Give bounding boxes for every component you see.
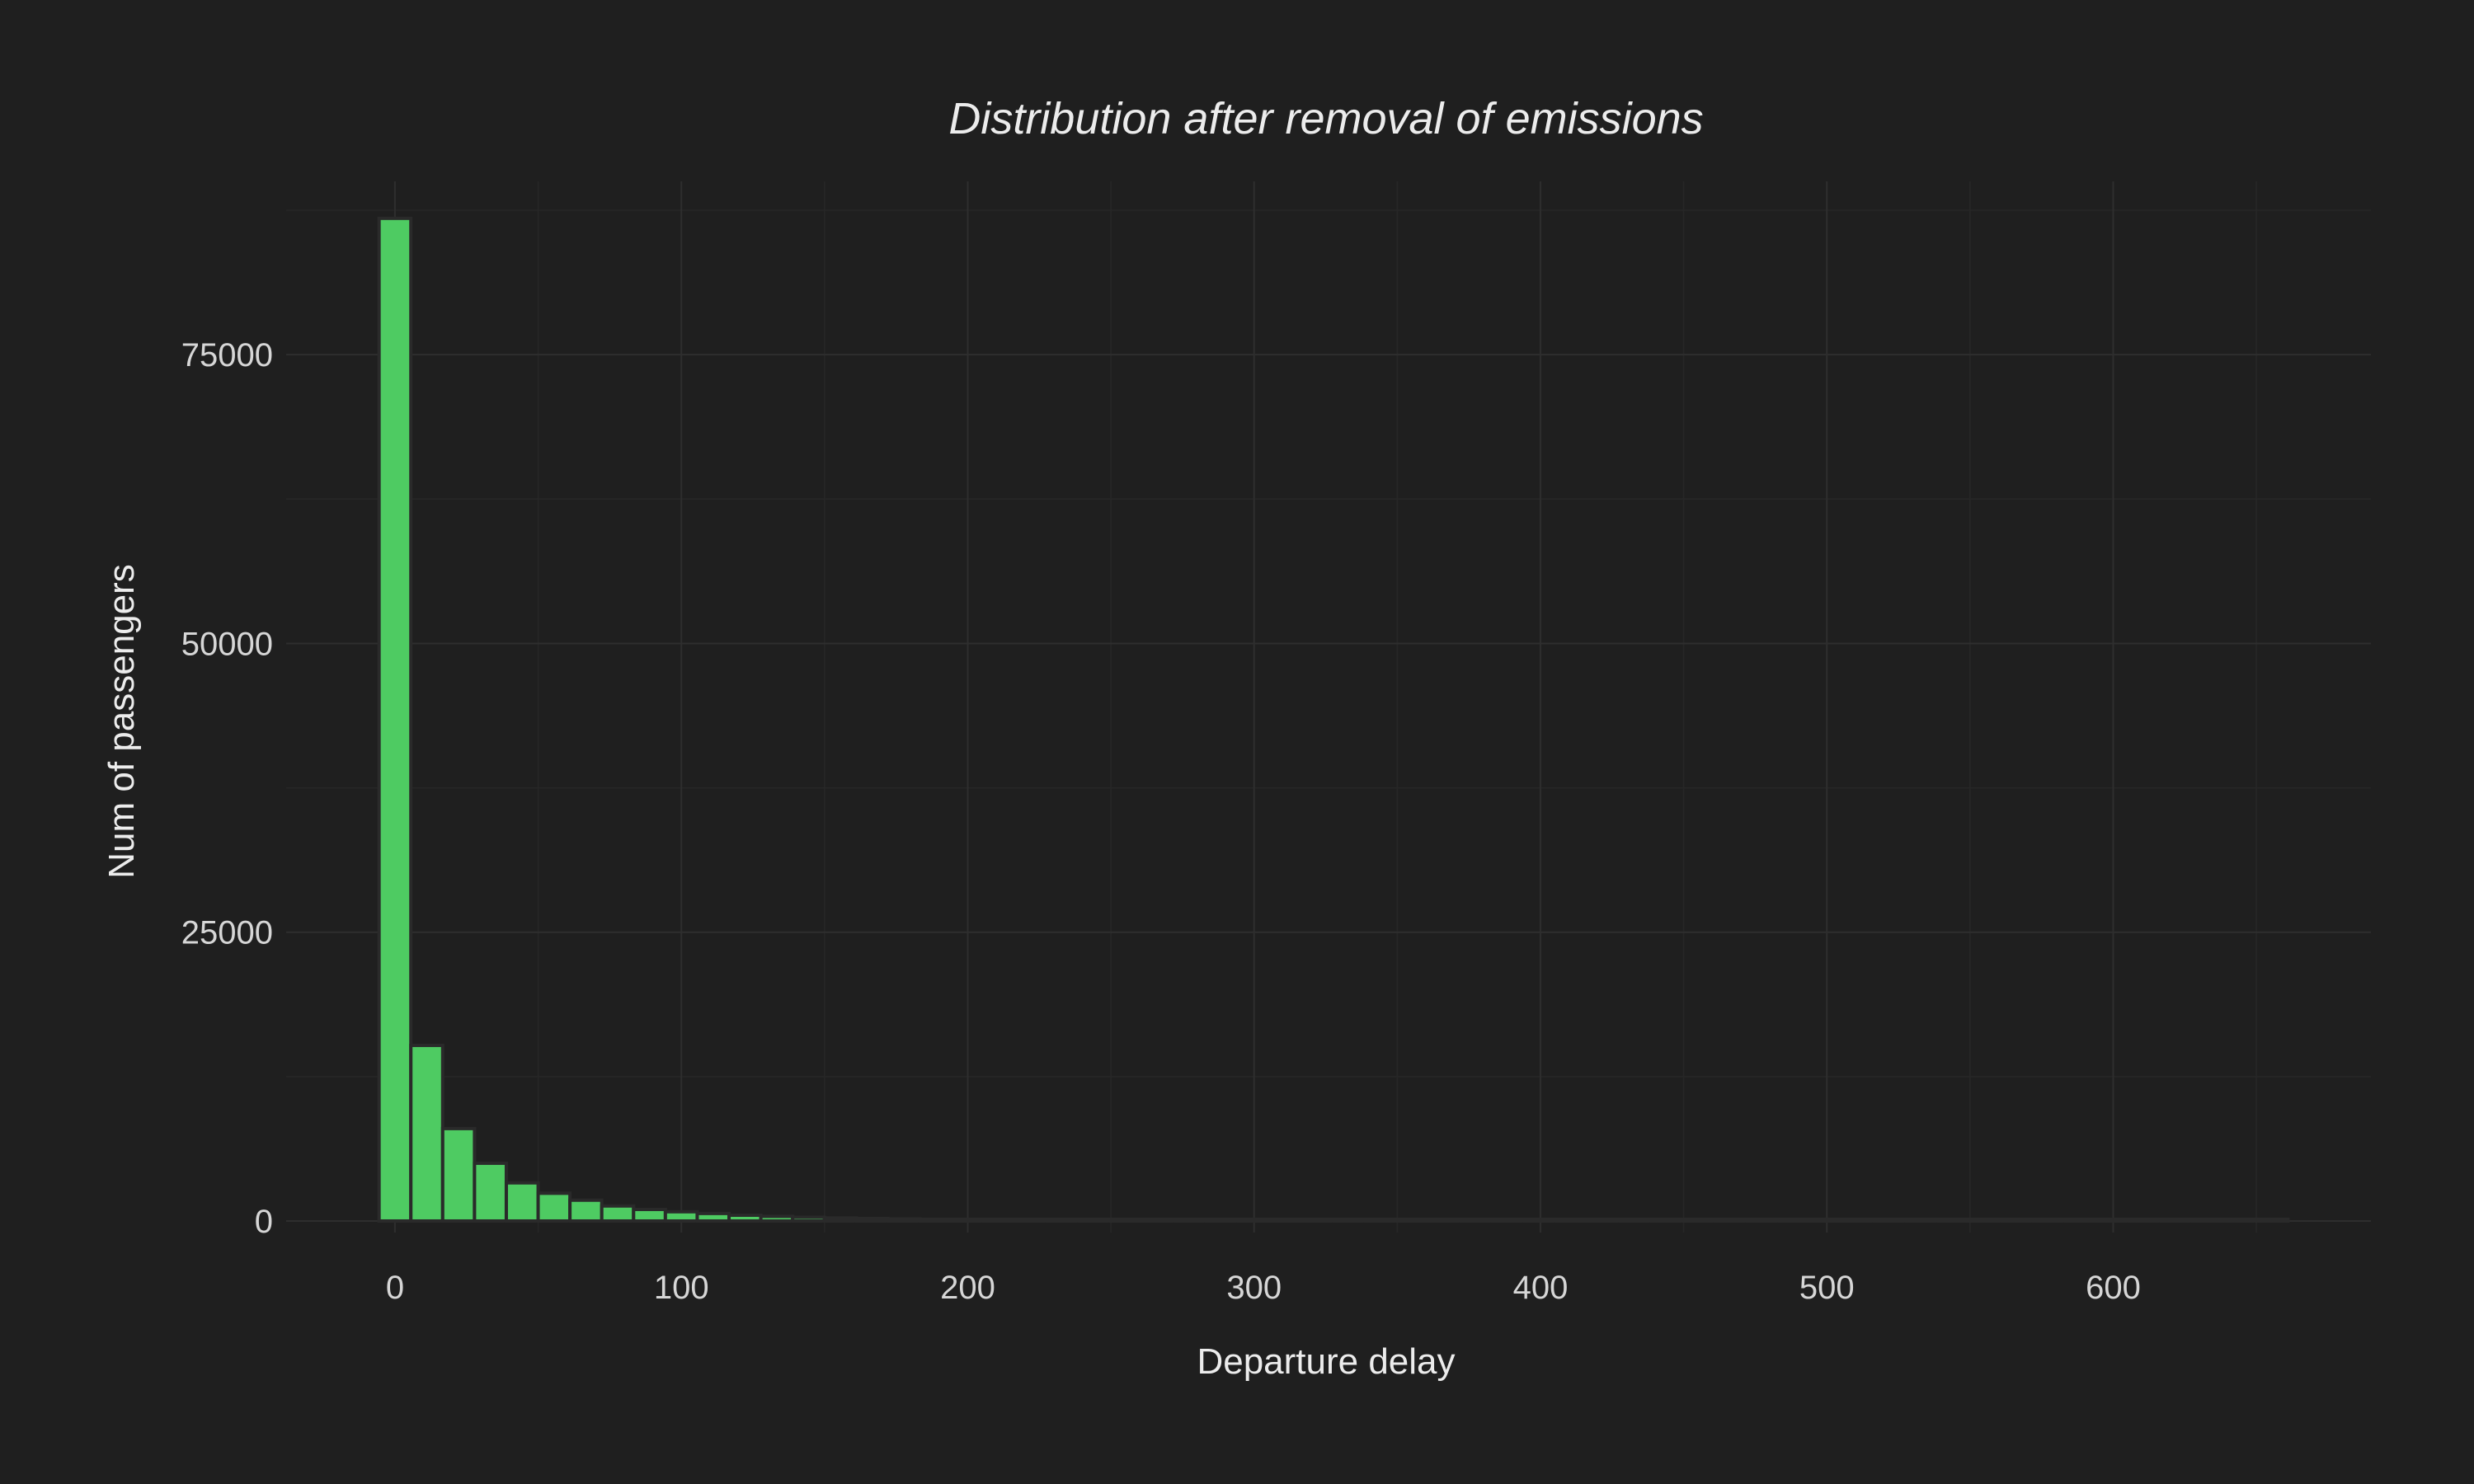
histogram-bar: [1077, 1217, 1112, 1223]
bars: [377, 216, 2290, 1223]
y-tick-label: 75000: [181, 337, 273, 373]
histogram-bar: [1681, 1217, 1717, 1223]
histogram-bar: [1141, 1217, 1177, 1223]
histogram-bar: [1173, 1217, 1208, 1223]
histogram-bar: [568, 1198, 604, 1223]
x-tick-label: 500: [1799, 1270, 1855, 1306]
histogram-bar: [600, 1204, 636, 1223]
histogram-bar: [1332, 1217, 1367, 1223]
histogram-bar: [854, 1216, 890, 1223]
histogram-bar: [440, 1126, 477, 1223]
histogram-bar: [1108, 1217, 1145, 1223]
histogram-bar: [1777, 1217, 1813, 1223]
histogram-bar: [695, 1211, 731, 1223]
histogram-bar: [791, 1215, 826, 1223]
histogram-bar: [1713, 1217, 1749, 1223]
histogram-bar: [1268, 1217, 1304, 1223]
grid: [286, 181, 2371, 1233]
histogram-bar: [1522, 1217, 1559, 1223]
y-axis-label: Num of passengers: [101, 564, 142, 879]
x-tick-label: 0: [386, 1270, 404, 1306]
histogram-bar: [1554, 1217, 1590, 1223]
histogram-bar: [918, 1217, 954, 1223]
histogram-bar: [2063, 1217, 2099, 1223]
y-tick-label: 25000: [181, 915, 273, 951]
x-tick-label: 200: [940, 1270, 995, 1306]
histogram-bar: [1300, 1217, 1336, 1223]
histogram-bar: [1490, 1217, 1526, 1223]
histogram-bar: [759, 1214, 795, 1223]
histogram-bar: [1904, 1217, 1940, 1223]
histogram-bar: [950, 1217, 985, 1223]
histogram-bar: [663, 1209, 699, 1223]
histogram-bar: [377, 216, 413, 1223]
x-tick-label: 600: [2086, 1270, 2141, 1306]
x-axis-label: Departure delay: [1197, 1341, 1455, 1382]
histogram-bar: [1872, 1217, 1908, 1223]
histogram-bar: [1586, 1217, 1622, 1223]
histogram-bar: [1841, 1217, 1876, 1223]
histogram-bar: [1649, 1217, 1686, 1223]
tick-labels: 0 100 200 300 400 500 600 0 25000 50000 75000: [181, 337, 2141, 1306]
histogram-bar: [1968, 1217, 2004, 1223]
histogram-bar: [1459, 1217, 1494, 1223]
histogram-bar: [2127, 1217, 2163, 1223]
histogram-bar: [981, 1217, 1018, 1223]
chart-title: Distribution after removal of emissions: [948, 94, 1703, 143]
histogram-bar: [504, 1181, 540, 1223]
histogram-bar: [632, 1207, 667, 1223]
histogram-bar: [1427, 1217, 1463, 1223]
histogram-bar: [727, 1213, 763, 1223]
histogram-bar: [1395, 1217, 1431, 1223]
histogram-bar: [2254, 1217, 2290, 1223]
histogram-bar: [1808, 1217, 1845, 1223]
x-tick-label: 400: [1513, 1270, 1569, 1306]
histogram-bar: [2095, 1217, 2131, 1223]
histogram-bar: [2031, 1217, 2067, 1223]
x-tick-label: 100: [654, 1270, 709, 1306]
histogram-bar: [1236, 1217, 1272, 1223]
histogram-bar: [822, 1216, 858, 1223]
histogram-bar: [2000, 1217, 2035, 1223]
y-tick-label: 0: [255, 1204, 273, 1240]
histogram-bar: [1618, 1217, 1653, 1223]
histogram-bar: [1936, 1217, 1972, 1223]
histogram-bar: [1045, 1217, 1081, 1223]
histogram-bar: [536, 1191, 572, 1223]
histogram-bar: [886, 1217, 922, 1223]
histogram-bar: [409, 1044, 444, 1223]
histogram-bar: [1363, 1217, 1399, 1223]
histogram-bar: [2159, 1217, 2194, 1223]
histogram-bar: [1204, 1217, 1240, 1223]
histogram-bar: [2222, 1217, 2258, 1223]
x-tick-label: 300: [1226, 1270, 1282, 1306]
y-tick-label: 50000: [181, 626, 273, 662]
histogram-bar: [473, 1161, 508, 1223]
histogram-bar: [2190, 1217, 2227, 1223]
histogram-bar: [1745, 1217, 1781, 1223]
histogram-bar: [1014, 1217, 1049, 1223]
